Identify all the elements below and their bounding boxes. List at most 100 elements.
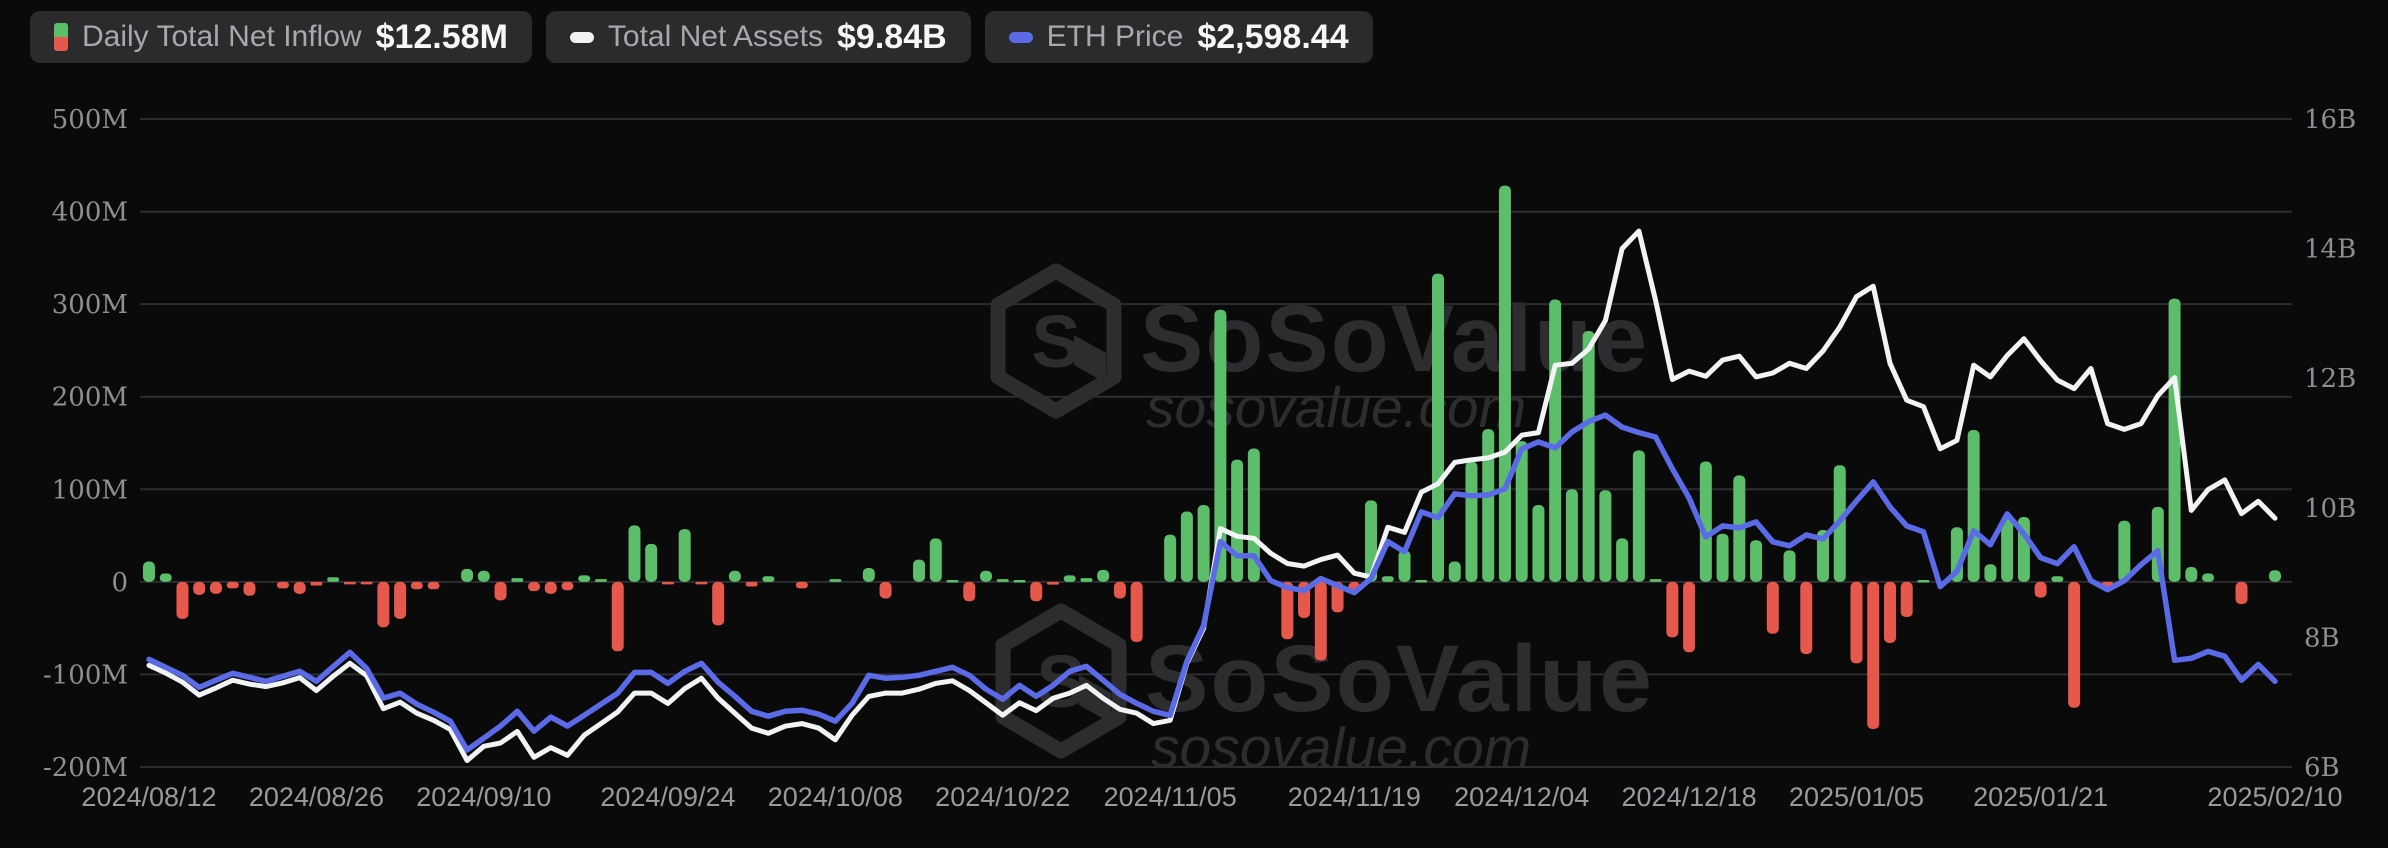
inflow-bar-positive[interactable] xyxy=(1431,273,1444,582)
inflow-bar-negative[interactable] xyxy=(394,581,407,619)
inflow-bar-negative[interactable] xyxy=(879,581,892,599)
inflow-bar-negative[interactable] xyxy=(1766,581,1779,634)
inflow-bar-positive[interactable] xyxy=(862,567,875,582)
inflow-bar-negative[interactable] xyxy=(1046,581,1059,585)
inflow-bar-negative[interactable] xyxy=(561,581,574,591)
inflow-bar-positive[interactable] xyxy=(1247,448,1260,582)
inflow-bar-positive[interactable] xyxy=(1582,330,1595,582)
inflow-bar-positive[interactable] xyxy=(1817,530,1830,582)
inflow-bar-negative[interactable] xyxy=(1800,581,1813,655)
inflow-bar-positive[interactable] xyxy=(1599,490,1612,582)
inflow-bar-positive[interactable] xyxy=(1180,511,1193,582)
inflow-bar-negative[interactable] xyxy=(243,581,256,596)
inflow-bar-positive[interactable] xyxy=(1716,533,1729,582)
inflow-bar-negative[interactable] xyxy=(343,581,356,585)
inflow-bar-negative[interactable] xyxy=(360,581,373,585)
inflow-bar-negative[interactable] xyxy=(795,581,808,589)
inflow-bar-negative[interactable] xyxy=(1030,581,1043,602)
inflow-bar-positive[interactable] xyxy=(1967,430,1980,582)
inflow-bar-positive[interactable] xyxy=(327,577,340,582)
inflow-bar-negative[interactable] xyxy=(528,581,541,592)
inflow-bar-positive[interactable] xyxy=(678,529,691,582)
inflow-bar-positive[interactable] xyxy=(1515,441,1528,582)
inflow-bar-negative[interactable] xyxy=(544,581,557,594)
inflow-bar-negative[interactable] xyxy=(293,581,306,594)
eth-price-line[interactable] xyxy=(146,412,2278,753)
inflow-bar-negative[interactable] xyxy=(226,581,239,589)
inflow-bar-negative[interactable] xyxy=(2034,581,2047,598)
inflow-bar-positive[interactable] xyxy=(1415,580,1428,583)
inflow-bar-positive[interactable] xyxy=(1231,459,1244,582)
inflow-bar-positive[interactable] xyxy=(1097,569,1110,582)
inflow-bar-positive[interactable] xyxy=(1398,550,1411,582)
inflow-bar-positive[interactable] xyxy=(996,579,1009,582)
inflow-bar-positive[interactable] xyxy=(1013,580,1026,583)
inflow-bar-positive[interactable] xyxy=(762,576,775,582)
inflow-bar-negative[interactable] xyxy=(2235,581,2248,605)
inflow-bar-negative[interactable] xyxy=(1130,581,1143,643)
inflow-bar-positive[interactable] xyxy=(980,570,993,582)
inflow-bar-positive[interactable] xyxy=(1984,564,1997,582)
inflow-bar-positive[interactable] xyxy=(913,559,926,582)
inflow-bar-negative[interactable] xyxy=(193,581,206,595)
inflow-bar-positive[interactable] xyxy=(1465,461,1478,582)
inflow-bar-positive[interactable] xyxy=(511,578,524,582)
inflow-bar-positive[interactable] xyxy=(2269,570,2281,582)
inflow-bar-negative[interactable] xyxy=(1314,581,1327,661)
inflow-bar-negative[interactable] xyxy=(1867,581,1880,730)
inflow-bar-positive[interactable] xyxy=(1498,185,1511,582)
inflow-bar-negative[interactable] xyxy=(209,581,222,594)
inflow-bar-negative[interactable] xyxy=(176,581,189,619)
inflow-bar-positive[interactable] xyxy=(2001,515,2014,582)
inflow-bar-positive[interactable] xyxy=(1565,489,1578,582)
inflow-bar-positive[interactable] xyxy=(628,525,641,582)
inflow-bar-positive[interactable] xyxy=(594,579,607,582)
inflow-bar-positive[interactable] xyxy=(143,561,155,582)
inflow-bar-negative[interactable] xyxy=(1883,581,1896,643)
inflow-bar-negative[interactable] xyxy=(661,581,674,585)
inflow-bar-positive[interactable] xyxy=(1197,505,1210,582)
inflow-bar-negative[interactable] xyxy=(712,581,725,626)
inflow-bar-positive[interactable] xyxy=(1214,309,1227,582)
inflow-bar-positive[interactable] xyxy=(578,575,591,582)
inflow-bar-negative[interactable] xyxy=(1900,581,1913,618)
inflow-bar-positive[interactable] xyxy=(2185,567,2198,582)
inflow-bar-positive[interactable] xyxy=(1381,576,1394,582)
inflow-bar-positive[interactable] xyxy=(2118,520,2131,582)
inflow-bar-positive[interactable] xyxy=(477,570,490,582)
inflow-bar-negative[interactable] xyxy=(695,581,708,585)
inflow-bar-positive[interactable] xyxy=(1649,579,1662,582)
inflow-bar-positive[interactable] xyxy=(728,570,741,582)
inflow-bar-positive[interactable] xyxy=(1063,575,1076,582)
inflow-bar-negative[interactable] xyxy=(427,581,440,590)
inflow-bar-negative[interactable] xyxy=(1666,581,1679,638)
inflow-bar-positive[interactable] xyxy=(1448,561,1461,582)
inflow-bar-negative[interactable] xyxy=(1683,581,1696,653)
inflow-bar-positive[interactable] xyxy=(1616,538,1629,582)
inflow-bar-negative[interactable] xyxy=(611,581,624,652)
legend-eth-price[interactable]: ETH Price $2,598.44 xyxy=(984,11,1373,63)
inflow-bar-positive[interactable] xyxy=(1080,578,1093,582)
inflow-bar-positive[interactable] xyxy=(461,568,474,582)
inflow-bar-negative[interactable] xyxy=(377,581,390,628)
inflow-bar-positive[interactable] xyxy=(1917,580,1930,583)
inflow-bar-positive[interactable] xyxy=(829,579,842,582)
inflow-bar-negative[interactable] xyxy=(1281,581,1294,640)
inflow-bar-positive[interactable] xyxy=(2202,573,2215,582)
inflow-bar-positive[interactable] xyxy=(1532,505,1545,582)
inflow-bar-negative[interactable] xyxy=(1850,581,1863,664)
inflow-bar-negative[interactable] xyxy=(2068,581,2081,708)
inflow-bar-negative[interactable] xyxy=(1113,581,1126,599)
inflow-bar-negative[interactable] xyxy=(310,581,323,586)
inflow-bar-positive[interactable] xyxy=(1164,534,1177,582)
inflow-bar-positive[interactable] xyxy=(645,543,658,582)
inflow-bar-negative[interactable] xyxy=(276,581,289,589)
legend-daily-net-inflow[interactable]: Daily Total Net Inflow $12.58M xyxy=(30,11,532,63)
inflow-bar-positive[interactable] xyxy=(1632,450,1645,582)
inflow-bar-positive[interactable] xyxy=(946,580,959,583)
inflow-bar-positive[interactable] xyxy=(1699,461,1712,582)
inflow-bar-negative[interactable] xyxy=(963,581,976,602)
inflow-bar-positive[interactable] xyxy=(1783,550,1796,582)
legend-total-net-assets[interactable]: Total Net Assets $9.84B xyxy=(545,11,971,63)
